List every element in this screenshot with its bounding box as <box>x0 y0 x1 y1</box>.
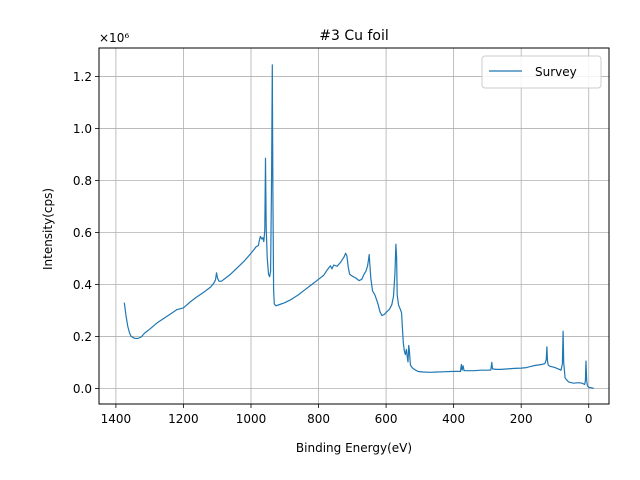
legend: Survey <box>481 55 602 89</box>
x-tick-label: 1400 <box>101 412 132 426</box>
plot-frame <box>98 47 610 405</box>
x-tick-label: 600 <box>375 412 398 426</box>
x-tick-label: 0 <box>585 412 593 426</box>
y-tick-label: 1.0 <box>73 122 92 136</box>
x-tick-label: 1200 <box>168 412 199 426</box>
x-tick-label: 200 <box>510 412 533 426</box>
y-axis-label: Intensity(cps) <box>41 188 55 270</box>
x-tick-label: 1000 <box>236 412 267 426</box>
y-tick-label: 0.4 <box>73 278 92 292</box>
y-tick-label: 0.0 <box>73 382 92 396</box>
series-layer <box>123 64 594 389</box>
y-tick-label: 0.8 <box>73 174 92 188</box>
x-axis-ticks: 1400 1200 1000 800 600 400 200 0 <box>101 404 593 426</box>
y-multiplier-label: ×10⁶ <box>99 31 129 45</box>
series-line-survey <box>123 64 594 389</box>
y-tick-label: 0.2 <box>73 330 92 344</box>
x-tick-label: 800 <box>307 412 330 426</box>
y-tick-label: 0.6 <box>73 226 92 240</box>
y-tick-label: 1.2 <box>73 70 92 84</box>
grid <box>99 48 609 404</box>
chart-title: #3 Cu foil <box>319 28 388 44</box>
x-axis-label: Binding Energy(eV) <box>296 441 412 455</box>
legend-box <box>481 55 602 89</box>
legend-label-survey: Survey <box>535 65 577 79</box>
x-tick-label: 400 <box>442 412 465 426</box>
y-axis-ticks: 0.0 0.2 0.4 0.6 0.8 1.0 1.2 <box>73 70 99 396</box>
